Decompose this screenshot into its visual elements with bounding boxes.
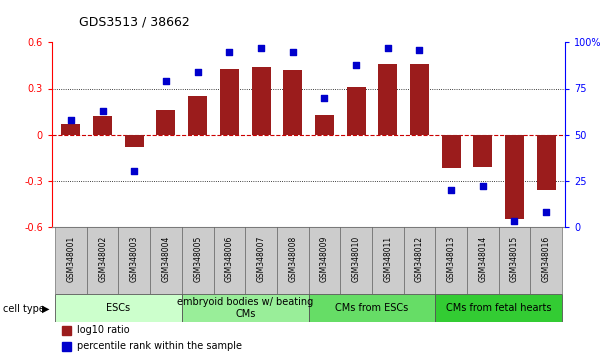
Bar [150, 227, 182, 294]
Text: GSM348001: GSM348001 [67, 236, 75, 282]
Text: GSM348007: GSM348007 [257, 236, 266, 282]
Text: percentile rank within the sample: percentile rank within the sample [76, 341, 241, 352]
Bar [220, 69, 239, 135]
Bar [119, 227, 150, 294]
Point [414, 47, 424, 53]
Bar [55, 294, 182, 322]
Point [446, 187, 456, 193]
Bar [93, 116, 112, 135]
Text: GSM348012: GSM348012 [415, 236, 424, 282]
Point [383, 45, 393, 51]
Text: CMs from fetal hearts: CMs from fetal hearts [446, 303, 551, 313]
Text: GSM348015: GSM348015 [510, 236, 519, 282]
Text: GDS3513 / 38662: GDS3513 / 38662 [79, 16, 190, 29]
Text: GSM348004: GSM348004 [161, 236, 170, 282]
Point [320, 95, 329, 101]
Bar [372, 227, 404, 294]
Bar [62, 326, 71, 335]
Text: ESCs: ESCs [106, 303, 131, 313]
Text: GSM348006: GSM348006 [225, 236, 234, 282]
Text: GSM348005: GSM348005 [193, 236, 202, 282]
Point [256, 45, 266, 51]
Bar [474, 135, 492, 167]
Bar [442, 135, 461, 168]
Point [66, 117, 76, 122]
Bar [435, 227, 467, 294]
Bar [245, 227, 277, 294]
Bar [467, 227, 499, 294]
Text: GSM348009: GSM348009 [320, 236, 329, 282]
Text: embryoid bodies w/ beating
CMs: embryoid bodies w/ beating CMs [177, 297, 313, 319]
Point [98, 108, 108, 113]
Point [510, 218, 519, 224]
Text: GSM348011: GSM348011 [383, 236, 392, 282]
Bar [536, 135, 555, 190]
Point [224, 49, 234, 55]
Bar [499, 227, 530, 294]
Bar [156, 110, 175, 135]
Bar [252, 67, 271, 135]
Bar [182, 227, 213, 294]
Point [193, 69, 203, 75]
Bar [62, 124, 81, 135]
Bar [213, 227, 245, 294]
Text: cell type: cell type [3, 304, 45, 314]
Bar [125, 135, 144, 147]
Point [161, 78, 171, 84]
Point [130, 169, 139, 174]
Bar [378, 64, 397, 135]
Text: ▶: ▶ [42, 304, 49, 314]
Bar [188, 96, 207, 135]
Bar [435, 294, 562, 322]
Bar [277, 227, 309, 294]
Bar [346, 87, 365, 135]
Bar [182, 294, 309, 322]
Text: GSM348010: GSM348010 [351, 236, 360, 282]
Bar [404, 227, 435, 294]
Text: log10 ratio: log10 ratio [76, 325, 129, 336]
Text: GSM348002: GSM348002 [98, 236, 107, 282]
Point [478, 183, 488, 189]
Bar [309, 294, 435, 322]
Text: CMs from ESCs: CMs from ESCs [335, 303, 409, 313]
Point [351, 62, 361, 67]
Text: GSM348003: GSM348003 [130, 236, 139, 282]
Text: GSM348016: GSM348016 [542, 236, 551, 282]
Bar [410, 64, 429, 135]
Bar [87, 227, 119, 294]
Text: GSM348008: GSM348008 [288, 236, 297, 282]
Bar [62, 342, 71, 351]
Bar [284, 70, 302, 135]
Bar [55, 227, 87, 294]
Text: GSM348014: GSM348014 [478, 236, 488, 282]
Text: GSM348013: GSM348013 [447, 236, 456, 282]
Point [288, 49, 298, 55]
Bar [505, 135, 524, 219]
Bar [315, 115, 334, 135]
Point [541, 209, 551, 215]
Bar [340, 227, 372, 294]
Bar [309, 227, 340, 294]
Bar [530, 227, 562, 294]
